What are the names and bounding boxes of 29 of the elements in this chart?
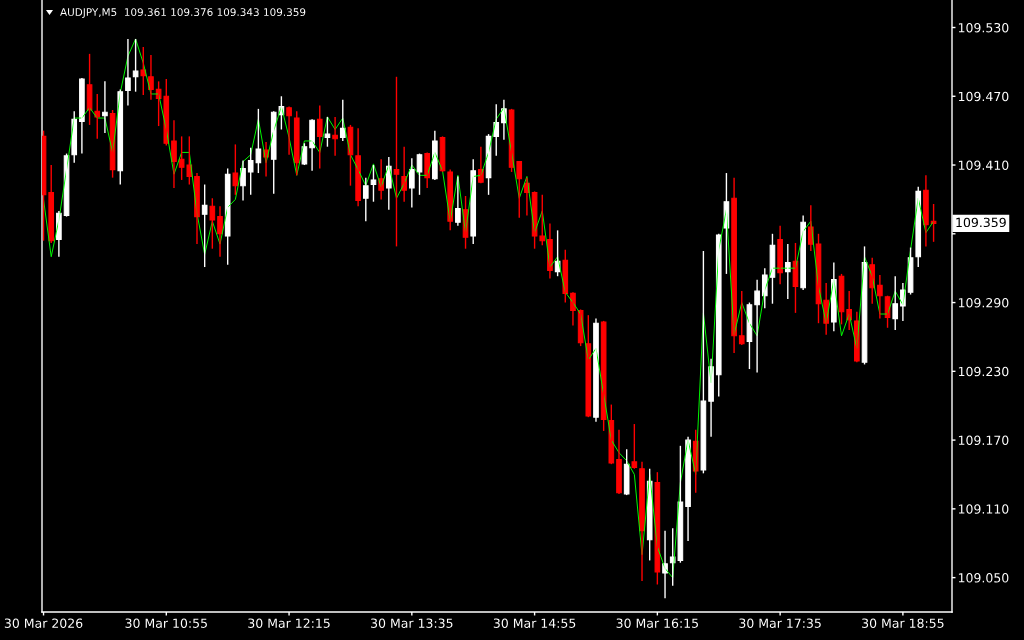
candlestick [700, 250, 707, 475]
line-series [43, 38, 935, 579]
y-tick-label: 109.110 [958, 504, 1009, 514]
candlestick [324, 116, 331, 148]
text: 109.359 [956, 217, 1006, 228]
y-tick-label: 109.410 [958, 160, 1009, 170]
candlestick [892, 275, 899, 331]
y-tick-label: 109.170 [958, 435, 1009, 446]
candlestick [201, 183, 208, 268]
y-tick-label: 109.290 [958, 298, 1009, 308]
y-tick-label: 109.230 [958, 366, 1009, 377]
x-tick-label: 30 Mar 16:15 [616, 618, 698, 628]
x-tick-label: 30 Mar 14:55 [493, 618, 576, 628]
candlestick [232, 143, 239, 196]
candlestick [132, 38, 139, 93]
candlestick [209, 197, 216, 250]
x-tick-label: 30 Mar 18:55 [862, 618, 944, 628]
y-tick-label: 109.470 [958, 91, 1009, 102]
candlestick [631, 423, 638, 470]
x-tick-label: 30 Mar 10:55 [125, 618, 207, 628]
candlestick [738, 290, 745, 346]
text: AUDJPY,M5 109.361 109.376 109.343 109.359 [60, 8, 306, 18]
x-tick-label: 30 Mar 12:15 [248, 618, 330, 628]
x-tick-label: 30 Mar 17:35 [739, 618, 821, 628]
y-tick-label: 109.530 [958, 22, 1009, 33]
candlestick [362, 176, 369, 222]
x-tick-label: 30 Mar 13:35 [371, 618, 453, 628]
x-tick-label: 30 Mar 2026 [4, 618, 83, 628]
y-tick-label: 109.050 [958, 573, 1009, 583]
